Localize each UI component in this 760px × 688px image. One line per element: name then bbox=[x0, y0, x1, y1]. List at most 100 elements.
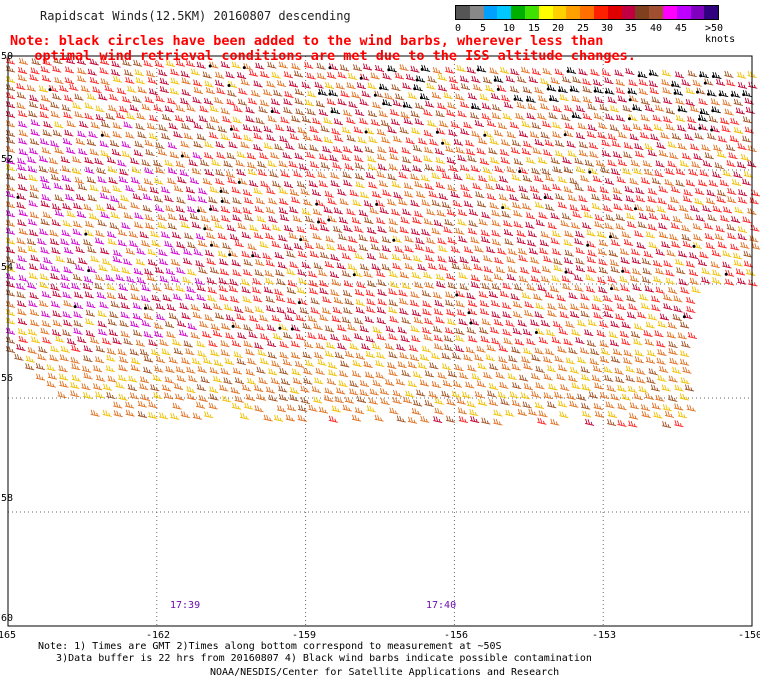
wind-barb bbox=[501, 202, 511, 211]
wind-barb bbox=[379, 252, 389, 260]
wind-barb bbox=[423, 218, 433, 226]
wind-barb bbox=[722, 250, 732, 258]
wind-barb bbox=[215, 141, 225, 149]
wind-barb bbox=[580, 174, 590, 183]
wind-barb bbox=[500, 398, 510, 406]
legend-swatch bbox=[690, 6, 705, 19]
wind-barb bbox=[427, 119, 437, 127]
wind-barb bbox=[397, 326, 407, 334]
wind-barb bbox=[154, 322, 164, 330]
wind-barb bbox=[40, 65, 50, 74]
wind-barb bbox=[61, 229, 71, 237]
wind-barb bbox=[575, 336, 585, 345]
wind-barb bbox=[81, 383, 91, 391]
wind-barb bbox=[564, 230, 574, 238]
wind-barb bbox=[165, 320, 175, 329]
legend-swatch bbox=[676, 6, 691, 19]
wind-barb bbox=[463, 121, 473, 129]
wind-barb bbox=[558, 302, 568, 311]
wind-barb bbox=[5, 219, 16, 227]
wind-barb bbox=[602, 193, 612, 201]
legend-swatch bbox=[662, 6, 677, 19]
wind-barb bbox=[200, 159, 210, 167]
wind-barb bbox=[394, 245, 404, 253]
wind-barb bbox=[27, 281, 37, 289]
wind-barb bbox=[359, 325, 369, 333]
wind-barb bbox=[288, 80, 299, 88]
wind-barb bbox=[179, 169, 189, 177]
wind-barb bbox=[731, 178, 742, 186]
wind-barb bbox=[558, 85, 568, 94]
contamination-circle bbox=[455, 293, 459, 297]
wind-barb bbox=[534, 311, 544, 319]
wind-barb bbox=[658, 149, 669, 157]
wind-barb bbox=[644, 143, 654, 151]
wind-barb bbox=[328, 361, 338, 369]
wind-barb bbox=[216, 151, 226, 159]
wind-barb bbox=[399, 126, 409, 134]
wind-barb bbox=[285, 414, 295, 422]
wind-barb bbox=[118, 176, 128, 184]
wind-barb bbox=[100, 78, 110, 86]
wind-barb bbox=[232, 367, 243, 375]
wind-barb bbox=[421, 199, 431, 207]
wind-barb bbox=[605, 87, 615, 95]
wind-barb bbox=[675, 258, 685, 266]
wind-barb bbox=[290, 386, 300, 394]
wind-barb bbox=[120, 311, 130, 319]
wind-barb bbox=[538, 410, 548, 418]
wind-barb bbox=[356, 281, 366, 289]
wind-barb bbox=[455, 146, 465, 154]
wind-barb bbox=[367, 155, 377, 163]
wind-barb bbox=[28, 199, 38, 208]
wind-barb bbox=[5, 83, 16, 92]
wind-barb bbox=[271, 98, 281, 106]
wind-barb bbox=[365, 335, 375, 343]
wind-barb bbox=[436, 209, 446, 217]
contamination-circle bbox=[73, 305, 77, 309]
wind-barb bbox=[460, 101, 470, 109]
wind-barb bbox=[278, 160, 288, 168]
wind-barb bbox=[682, 366, 692, 374]
wind-barb bbox=[464, 200, 474, 208]
wind-barb bbox=[641, 276, 652, 284]
wind-barb bbox=[141, 103, 151, 111]
wind-barb bbox=[452, 200, 462, 208]
wind-barb bbox=[270, 377, 281, 385]
legend-swatch bbox=[621, 6, 636, 19]
wind-barb bbox=[391, 83, 401, 92]
wind-barb bbox=[518, 247, 528, 255]
wind-barb bbox=[275, 269, 285, 277]
wind-barb bbox=[707, 214, 717, 222]
wind-barb bbox=[17, 255, 27, 263]
wind-barb bbox=[381, 119, 391, 127]
contamination-circle bbox=[328, 92, 332, 96]
wind-barb bbox=[186, 393, 196, 401]
wind-barb bbox=[159, 275, 169, 283]
wind-barb bbox=[149, 114, 159, 122]
wind-barb bbox=[30, 254, 40, 262]
wind-barb bbox=[379, 206, 389, 215]
contamination-circle bbox=[375, 202, 379, 206]
wind-barb bbox=[289, 261, 299, 269]
wind-barb bbox=[102, 258, 112, 266]
contamination-circle bbox=[604, 90, 608, 94]
wind-barb bbox=[345, 350, 355, 358]
wind-barb bbox=[286, 125, 296, 133]
wind-barb bbox=[187, 194, 197, 202]
wind-barb bbox=[438, 84, 448, 92]
legend-label: >50 knots bbox=[705, 23, 736, 45]
wind-barb bbox=[266, 324, 276, 332]
wind-barb bbox=[49, 354, 59, 362]
wind-barb bbox=[247, 377, 257, 385]
wind-barb bbox=[680, 321, 690, 329]
contamination-circle bbox=[696, 90, 699, 94]
wind-barb bbox=[481, 112, 491, 121]
wind-barb bbox=[542, 120, 552, 128]
wind-barb bbox=[61, 174, 72, 182]
wind-barb bbox=[592, 365, 603, 373]
wind-barb bbox=[337, 342, 347, 350]
wind-barb bbox=[277, 261, 287, 269]
wind-barb bbox=[530, 275, 541, 283]
wind-barb bbox=[359, 117, 369, 125]
